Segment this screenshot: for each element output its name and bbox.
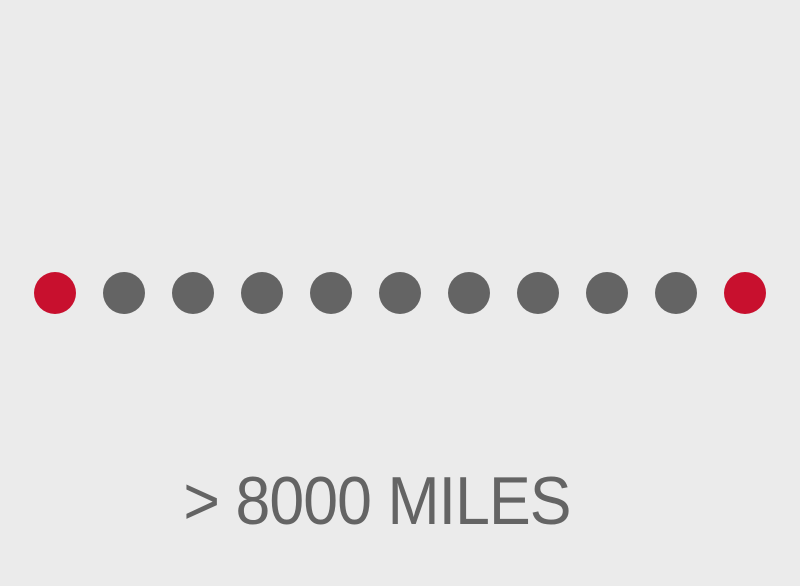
endpoint-dot <box>34 272 76 314</box>
endpoint-dot <box>724 272 766 314</box>
route-dot <box>655 272 697 314</box>
route-dot <box>379 272 421 314</box>
route-dot <box>517 272 559 314</box>
distance-caption: > 8000 MILES <box>183 463 571 539</box>
route-dot <box>172 272 214 314</box>
dot-row <box>34 272 766 314</box>
route-dot <box>241 272 283 314</box>
route-dot <box>310 272 352 314</box>
route-dot <box>448 272 490 314</box>
route-dot <box>586 272 628 314</box>
route-dot <box>103 272 145 314</box>
